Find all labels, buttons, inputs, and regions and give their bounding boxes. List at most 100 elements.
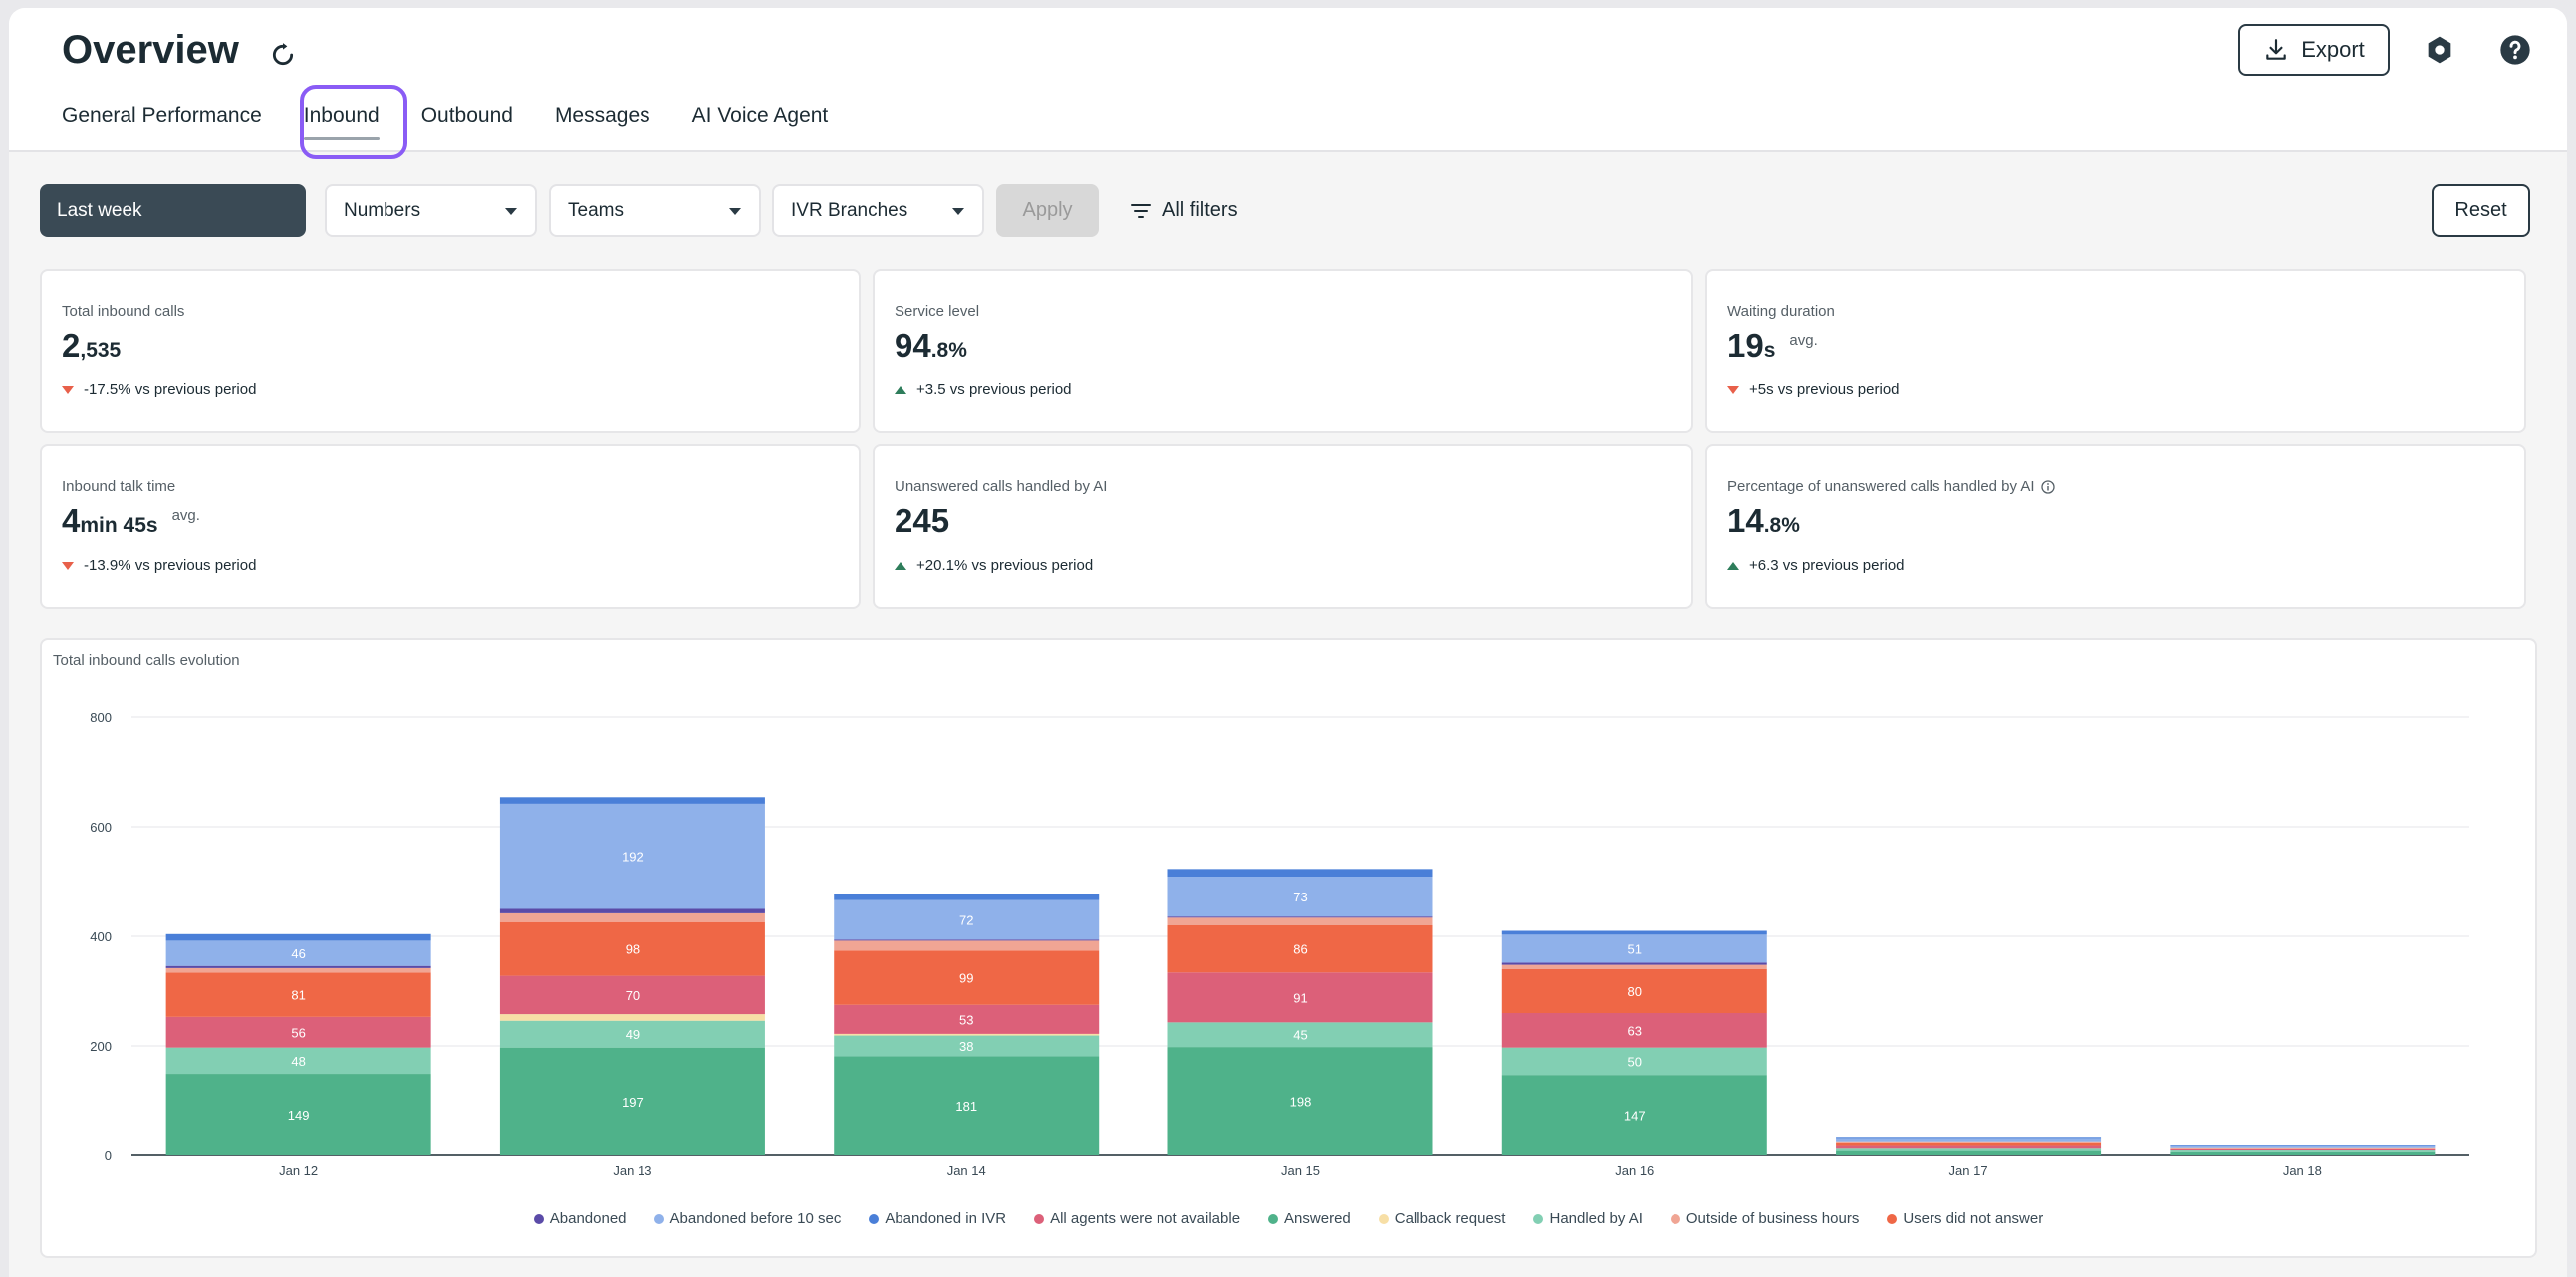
kpi-trend: -17.5% vs previous period: [62, 382, 256, 398]
kpi-value: 94.8%: [895, 327, 967, 364]
trend-down-icon: [62, 561, 74, 570]
legend-item[interactable]: Abandoned in IVR: [869, 1210, 1006, 1227]
app-window: Overview Export General Performance Inbo…: [9, 8, 2567, 1277]
trend-down-icon: [62, 385, 74, 394]
kpi-value: 245: [895, 502, 950, 539]
data-label: 50: [1628, 1054, 1642, 1069]
legend-label: Users did not answer: [1903, 1210, 2044, 1227]
bar-segment: [834, 899, 1100, 940]
trend-down-icon: [1727, 385, 1739, 394]
bar-segment: [1836, 1145, 2102, 1149]
kpi-value: 2,535: [62, 327, 122, 364]
legend-item[interactable]: Users did not answer: [1887, 1210, 2043, 1227]
bar-segment: [1501, 1047, 1767, 1076]
kpi-card: Service level 94.8% +3.5 vs previous perio…: [873, 269, 1693, 433]
legend-swatch: [533, 1213, 544, 1224]
legend-label: Outside of business hours: [1685, 1210, 1860, 1227]
tab-outbound[interactable]: Outbound: [420, 104, 513, 127]
page-title: Overview: [62, 28, 239, 72]
bar-segment: [499, 797, 765, 804]
legend-swatch: [653, 1213, 664, 1224]
tab-general-performance[interactable]: General Performance: [62, 104, 262, 127]
kpi-value: 4 min 45s avg.: [62, 502, 200, 539]
data-label: 72: [959, 913, 973, 928]
bar-segment: [499, 908, 765, 913]
y-tick-label: 0: [105, 1149, 112, 1163]
bar-segment: [834, 1004, 1100, 1034]
bar-segment: [1167, 1022, 1433, 1048]
bar-segment: [1836, 1150, 2102, 1155]
refresh-icon[interactable]: [270, 42, 296, 68]
bar-segment: [165, 1016, 431, 1048]
ivr-branches-select[interactable]: IVR Branches: [772, 184, 984, 237]
bar-segment: [834, 1033, 1100, 1036]
legend-label: All agents were not available: [1050, 1210, 1241, 1227]
data-label: 46: [291, 946, 305, 961]
bar-segment: [499, 1014, 765, 1021]
kpi-value: 14.8%: [1727, 502, 1800, 539]
legend-item[interactable]: Handled by AI: [1533, 1210, 1643, 1227]
bar-segment: [499, 975, 765, 1015]
settings-hexagon-icon[interactable]: [2424, 34, 2455, 66]
all-filters-button[interactable]: All filters: [1131, 184, 1238, 237]
bar-segment: [1167, 1047, 1433, 1155]
legend-item[interactable]: Abandoned before 10 sec: [653, 1210, 841, 1227]
x-tick-label: Jan 12: [279, 1163, 318, 1178]
y-tick-label: 600: [90, 820, 112, 835]
kpi-label: Waiting duration: [1727, 303, 1835, 320]
teams-select[interactable]: Teams: [549, 184, 761, 237]
data-label: 181: [955, 1099, 977, 1114]
kpi-trend: +5s vs previous period: [1727, 382, 1900, 398]
reset-button[interactable]: Reset: [2432, 184, 2530, 237]
bar-segment: [1167, 972, 1433, 1023]
data-label: 49: [626, 1027, 640, 1042]
bar-segment: [834, 950, 1100, 1005]
legend-item[interactable]: Abandoned: [533, 1210, 627, 1227]
bar-segment: [1836, 1141, 2102, 1143]
bar-segment: [1501, 964, 1767, 969]
chart-card: Total inbound calls evolution 0 200 400 600…: [40, 638, 2537, 1258]
numbers-select-label: Numbers: [344, 200, 421, 221]
bar-segment: [2170, 1147, 2436, 1149]
legend-label: Abandoned: [549, 1210, 627, 1227]
bar-segment: [165, 967, 431, 973]
bar-segment: [1167, 877, 1433, 917]
date-range-picker[interactable]: Last week: [40, 184, 306, 237]
legend-item[interactable]: All agents were not available: [1034, 1210, 1240, 1227]
teams-select-label: Teams: [568, 200, 624, 221]
legend-label: Answered: [1284, 1210, 1351, 1227]
tab-ai-voice-agent[interactable]: AI Voice Agent: [691, 104, 829, 127]
chevron-down-icon: [729, 208, 741, 215]
export-button[interactable]: Export: [2238, 24, 2390, 76]
data-label: 98: [626, 942, 640, 957]
data-label: 192: [622, 850, 644, 865]
legend-item[interactable]: Outside of business hours: [1670, 1210, 1860, 1227]
kpi-card: Waiting duration 19 s avg. +5s vs previous p…: [1705, 269, 2526, 433]
data-label: 99: [959, 971, 973, 986]
bar-segment: [499, 921, 765, 976]
page-header: Overview Export General Performance Inbo…: [9, 8, 2567, 159]
kpi-value: 19 s avg.: [1727, 327, 1818, 364]
tab-messages[interactable]: Messages: [554, 104, 650, 127]
legend-item[interactable]: Callback request: [1378, 1210, 1506, 1227]
data-label: 38: [959, 1039, 973, 1054]
apply-button[interactable]: Apply: [996, 184, 1099, 237]
bar-segment: [834, 894, 1100, 900]
chart-title: Total inbound calls evolution: [53, 652, 240, 669]
kpi-trend: -13.9% vs previous period: [62, 557, 256, 574]
bar-segment: [165, 972, 431, 1017]
numbers-select[interactable]: Numbers: [325, 184, 537, 237]
legend-item[interactable]: Answered: [1268, 1210, 1351, 1227]
kpi-card: Percentage of unanswered calls handled b…: [1705, 444, 2526, 609]
info-icon[interactable]: [2040, 479, 2055, 494]
help-icon[interactable]: [2499, 34, 2531, 66]
bar-segment: [499, 1047, 765, 1155]
bar-segment: [1167, 869, 1433, 878]
kpi-label: Inbound talk time: [62, 478, 176, 495]
data-label: 147: [1624, 1109, 1646, 1124]
legend-swatch: [1268, 1213, 1279, 1224]
bar-segment: [1167, 916, 1433, 918]
tab-inbound[interactable]: Inbound: [303, 103, 380, 142]
bar-segment: [834, 939, 1100, 941]
legend-label: Callback request: [1394, 1210, 1506, 1227]
